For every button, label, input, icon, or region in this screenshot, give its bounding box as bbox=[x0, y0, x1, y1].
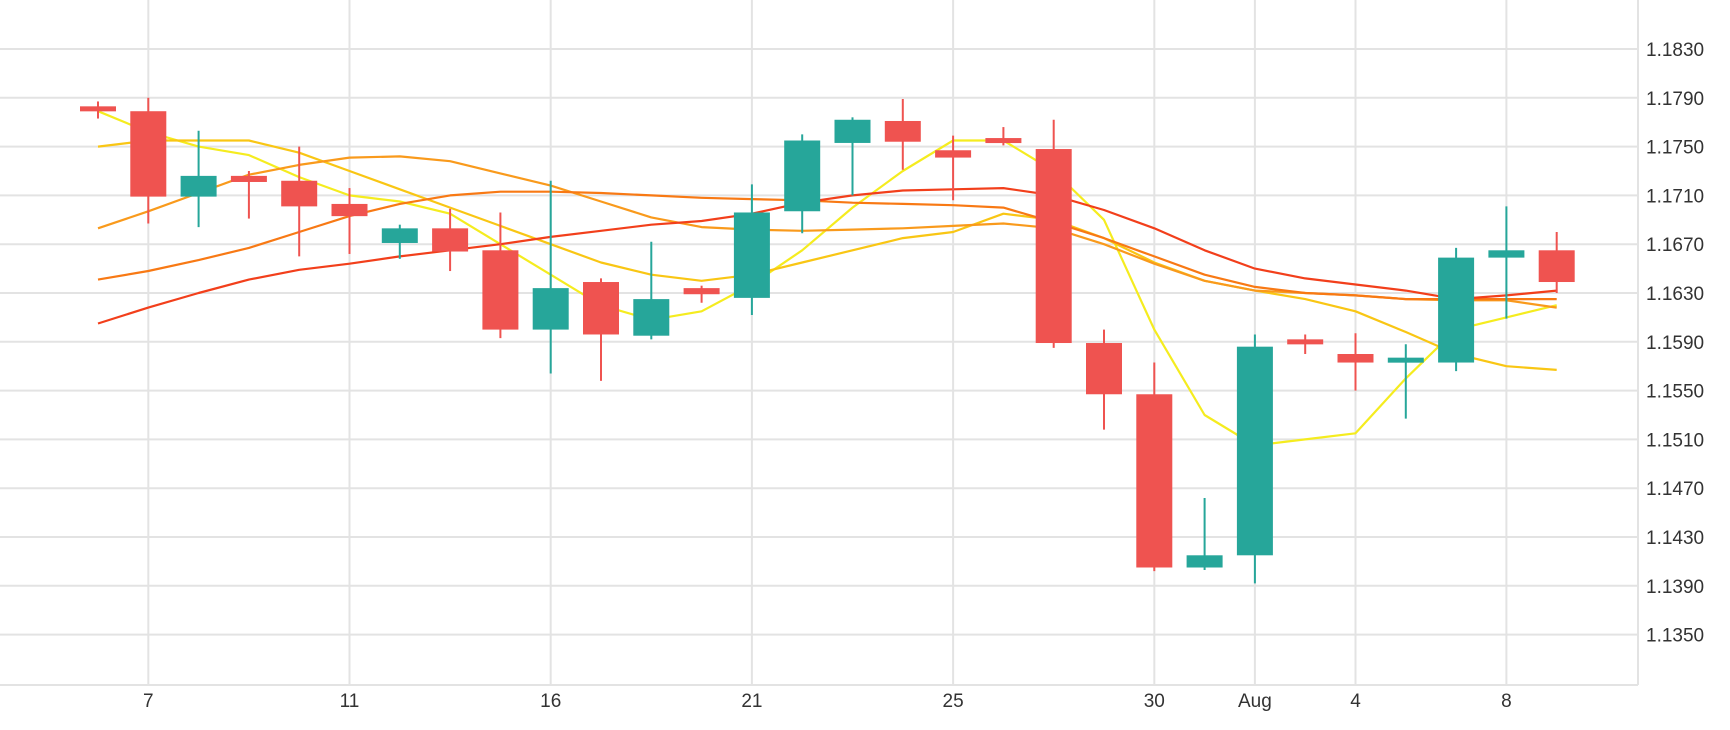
candle-down bbox=[1035, 119, 1072, 348]
candle-body bbox=[281, 180, 318, 207]
candle-up bbox=[1236, 334, 1273, 584]
candle-body bbox=[1287, 339, 1324, 345]
candle-body bbox=[532, 288, 569, 330]
candle-down bbox=[230, 171, 267, 219]
x-tick-label: 25 bbox=[943, 691, 964, 712]
y-tick-label: 1.1430 bbox=[1646, 528, 1704, 549]
candle-body bbox=[1438, 257, 1475, 363]
grid-lines bbox=[0, 0, 1639, 686]
candle-down bbox=[1538, 232, 1575, 293]
candles bbox=[80, 97, 1575, 584]
moving-average-line bbox=[97, 155, 1557, 309]
candle-body bbox=[884, 120, 921, 142]
candle-body bbox=[1086, 343, 1122, 395]
candle-down bbox=[884, 99, 921, 170]
y-tick-label: 1.1550 bbox=[1646, 382, 1704, 403]
candle-body bbox=[130, 111, 167, 197]
candle-down bbox=[281, 146, 318, 257]
candle-body bbox=[1337, 354, 1374, 363]
candle-down bbox=[432, 208, 469, 272]
candle-body bbox=[381, 228, 418, 243]
x-tick-label: Aug bbox=[1238, 691, 1272, 712]
candle-up bbox=[784, 134, 821, 234]
candle-up bbox=[1387, 344, 1424, 419]
candle-down bbox=[80, 101, 116, 119]
candle-up bbox=[381, 224, 418, 259]
moving-average-line bbox=[97, 110, 1557, 447]
y-tick-label: 1.1790 bbox=[1646, 89, 1704, 110]
x-axis: 7 11 16 21 25 30 Aug 4 8 bbox=[143, 691, 1512, 712]
candle-body bbox=[1186, 555, 1223, 568]
candle-up bbox=[1488, 206, 1525, 319]
candle-body bbox=[1236, 346, 1273, 556]
candle-up bbox=[1438, 247, 1475, 372]
x-tick-label: 30 bbox=[1144, 691, 1165, 712]
y-tick-label: 1.1830 bbox=[1646, 40, 1704, 61]
y-tick-label: 1.1390 bbox=[1646, 577, 1704, 598]
candle-up bbox=[180, 130, 217, 228]
candle-body bbox=[1035, 149, 1072, 344]
moving-average-line bbox=[97, 190, 1557, 301]
candle-down bbox=[1086, 329, 1122, 430]
moving-average-line bbox=[97, 139, 1557, 371]
candle-body bbox=[230, 175, 267, 182]
x-tick-label: 21 bbox=[741, 691, 762, 712]
candle-up bbox=[1186, 497, 1223, 570]
candle-body bbox=[1387, 357, 1424, 363]
candle-body bbox=[80, 106, 116, 112]
candle-down bbox=[985, 127, 1022, 146]
candle-down bbox=[1287, 334, 1324, 354]
candle-down bbox=[1337, 333, 1374, 391]
candle-down bbox=[331, 188, 368, 254]
candle-body bbox=[1136, 394, 1173, 568]
moving-average-lines bbox=[97, 110, 1557, 447]
candle-down bbox=[1136, 362, 1173, 572]
x-tick-label: 11 bbox=[340, 691, 360, 712]
candle-body bbox=[331, 203, 368, 217]
y-tick-label: 1.1590 bbox=[1646, 333, 1704, 354]
candle-body bbox=[784, 140, 821, 212]
y-tick-label: 1.1670 bbox=[1646, 235, 1704, 256]
candle-down bbox=[482, 212, 519, 339]
candle-body bbox=[985, 138, 1022, 144]
candle-body bbox=[834, 119, 871, 143]
candle-up bbox=[532, 180, 569, 374]
candle-down bbox=[935, 135, 972, 201]
candle-body bbox=[432, 228, 469, 252]
x-tick-label: 4 bbox=[1350, 691, 1361, 712]
candle-down bbox=[130, 97, 167, 224]
candle-body bbox=[180, 175, 217, 197]
candle-body bbox=[1538, 250, 1575, 283]
y-tick-label: 1.1710 bbox=[1646, 186, 1704, 207]
candle-down bbox=[583, 278, 619, 381]
y-tick-label: 1.1470 bbox=[1646, 479, 1704, 500]
candle-body bbox=[633, 299, 670, 336]
candle-body bbox=[683, 288, 720, 295]
candle-body bbox=[1488, 250, 1525, 258]
candle-body bbox=[583, 282, 619, 335]
y-tick-label: 1.1350 bbox=[1646, 626, 1704, 647]
x-tick-label: 7 bbox=[143, 691, 154, 712]
candle-up bbox=[633, 241, 670, 340]
candle-up bbox=[834, 117, 871, 196]
candle-up bbox=[733, 184, 770, 315]
y-tick-label: 1.1510 bbox=[1646, 430, 1704, 451]
x-tick-label: 16 bbox=[540, 691, 561, 712]
x-tick-label: 8 bbox=[1501, 691, 1512, 712]
candle-body bbox=[935, 150, 972, 158]
candle-body bbox=[733, 212, 770, 298]
candle-down bbox=[683, 285, 720, 303]
moving-average-line bbox=[97, 187, 1557, 325]
y-axis: 1.1830 1.1790 1.1750 1.1710 1.1670 1.1630 1.15… bbox=[1646, 40, 1704, 647]
y-tick-label: 1.1630 bbox=[1646, 284, 1704, 305]
candle-body bbox=[482, 250, 519, 330]
y-tick-label: 1.1750 bbox=[1646, 138, 1704, 159]
